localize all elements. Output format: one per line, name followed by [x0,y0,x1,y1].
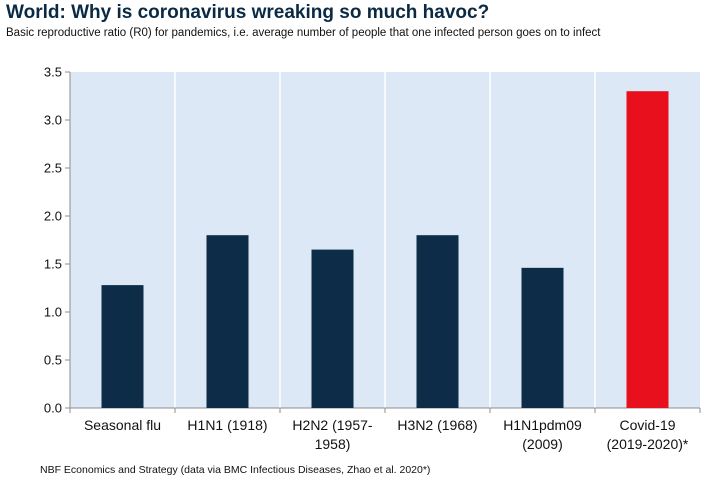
x-category-label: Seasonal flu [84,417,161,433]
y-tick-label: 2.5 [44,161,62,176]
chart-title: World: Why is coronavirus wreaking so mu… [6,2,490,23]
y-tick-label: 2.0 [44,209,62,224]
chart-subtitle: Basic reproductive ratio (R0) for pandem… [6,27,601,39]
bar [521,267,564,408]
y-tick-label: 1.0 [44,305,62,320]
y-tick-label: 3.5 [44,65,62,80]
y-tick-label: 0.0 [44,401,62,416]
y-tick-label: 0.5 [44,353,62,368]
y-tick-label: 1.5 [44,257,62,272]
y-tick-label: 3.0 [44,113,62,128]
bar [416,235,459,408]
x-category-label: H2N2 (1957-1958) [292,417,372,452]
source-note: NBF Economics and Strategy (data via BMC… [40,464,431,476]
x-category-label: H1N1pdm09 (2009) [503,417,582,452]
bar [311,249,354,408]
x-category-label: H1N1 (1918) [187,417,267,433]
x-category-label: Covid-19 (2019-2020)* [607,417,689,452]
bar [626,91,669,408]
bar [206,235,249,408]
bar [101,285,144,408]
x-category-label: H3N2 (1968) [397,417,477,433]
